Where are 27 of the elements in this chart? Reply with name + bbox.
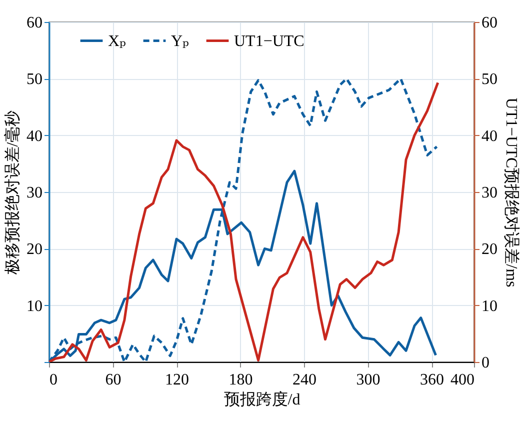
y2-tick-label: 40 (482, 128, 498, 145)
x-tick-label: 300 (356, 372, 380, 388)
x-axis-title: 预报跨度/d (224, 390, 300, 408)
x-tick-label: 240 (292, 372, 316, 388)
y2-tick-label: 30 (482, 184, 498, 202)
y-tick-label: 20 (26, 241, 42, 258)
y2-axis-title: UT1−UTC预报绝对误差/ms (502, 98, 520, 288)
legend-label: UT1−UTC (234, 32, 304, 50)
y-tick-label: 40 (26, 128, 42, 145)
legend-label: Xₚ (108, 32, 126, 50)
y2-tick-label: 10 (482, 298, 498, 315)
y-tick-label: 50 (26, 71, 42, 88)
x-tick-label: 400 (450, 372, 474, 388)
y2-tick-label: 60 (482, 14, 498, 32)
y2-tick-label: 20 (482, 241, 498, 258)
y-axis-title: 极移预报绝对误差/毫秒 (4, 110, 22, 276)
y-tick-label: 10 (26, 298, 42, 315)
legend-label: Yₚ (171, 32, 189, 50)
y2-tick-label: 0 (482, 354, 490, 372)
y-tick-label: 30 (26, 184, 42, 202)
x-tick-label: 120 (165, 372, 189, 388)
y2-tick-label: 50 (482, 71, 498, 88)
x-tick-label: 180 (228, 372, 253, 388)
x-tick-label: 360 (420, 372, 444, 388)
x-tick-label: 60 (105, 372, 122, 388)
y-tick-label: 60 (26, 14, 42, 32)
x-tick-label: 0 (50, 372, 58, 388)
